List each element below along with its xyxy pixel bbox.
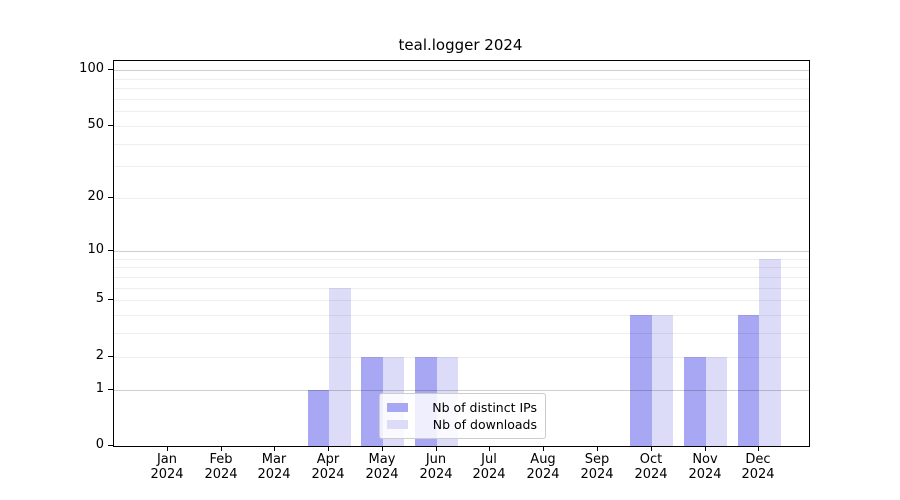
- x-tick: [651, 446, 652, 451]
- gridline-minor: [114, 356, 809, 358]
- x-tick-label: Jun 2024: [419, 452, 453, 482]
- gridline-minor: [114, 166, 809, 168]
- x-tick: [274, 446, 275, 451]
- plot-area: Nb of distinct IPs Nb of downloads: [113, 60, 810, 447]
- bar-nb-of-distinct-ips-oct: [630, 314, 652, 446]
- legend-swatch-downloads: [387, 420, 408, 429]
- y-tick-label: 100: [79, 61, 104, 77]
- legend-item-distinct-ips: Nb of distinct IPs: [387, 399, 537, 416]
- x-tick-label: May 2024: [365, 452, 399, 482]
- bar-nb-of-downloads-nov: [705, 356, 727, 446]
- y-tick-label: 50: [87, 116, 104, 132]
- bar-nb-of-distinct-ips-nov: [684, 356, 706, 446]
- gridline-minor: [114, 300, 809, 302]
- y-tick: [108, 299, 113, 301]
- gridline-minor: [114, 276, 809, 278]
- bar-nb-of-downloads-apr: [329, 287, 351, 446]
- y-tick: [108, 197, 113, 199]
- x-tick: [328, 446, 329, 451]
- y-tick: [108, 445, 113, 446]
- gridline-minor: [114, 143, 809, 145]
- y-tick-label: 20: [87, 189, 104, 205]
- gridline-major: [114, 389, 809, 391]
- x-tick-label: Mar 2024: [257, 452, 291, 482]
- gridline-minor: [114, 125, 809, 127]
- gridline-major: [114, 70, 809, 72]
- x-tick: [543, 446, 544, 451]
- x-tick-label: Sep 2024: [580, 452, 614, 482]
- y-tick: [108, 124, 113, 126]
- y-tick-label: 0: [95, 437, 104, 452]
- x-tick-label: Jan 2024: [150, 452, 184, 482]
- y-tick-label: 10: [87, 241, 104, 257]
- gridline-minor: [114, 198, 809, 200]
- y-tick-label: 1: [95, 380, 104, 396]
- x-tick: [436, 446, 437, 451]
- x-tick-label: Oct 2024: [634, 452, 668, 482]
- legend-item-downloads: Nb of downloads: [387, 416, 537, 433]
- bar-nb-of-distinct-ips-dec: [737, 314, 760, 446]
- x-tick: [489, 446, 490, 451]
- gridline-minor: [114, 258, 809, 260]
- x-tick-label: Apr 2024: [311, 452, 345, 482]
- gridline-major: [114, 250, 809, 252]
- y-tick: [108, 355, 113, 357]
- x-tick: [167, 446, 168, 451]
- x-tick: [221, 446, 222, 451]
- x-tick: [705, 446, 706, 451]
- chart-title: teal.logger 2024: [398, 36, 523, 54]
- gridline-minor: [114, 314, 809, 316]
- bar-nb-of-distinct-ips-may: [361, 356, 383, 446]
- gridline-minor: [114, 333, 809, 335]
- gridline-minor: [114, 111, 809, 113]
- legend-label-downloads: Nb of downloads: [432, 417, 537, 432]
- x-tick-label: Jul 2024: [472, 452, 506, 482]
- x-tick-label: Dec 2024: [741, 452, 775, 482]
- y-tick-label: 5: [95, 291, 104, 307]
- gridline-minor: [114, 267, 809, 269]
- x-tick: [758, 446, 759, 451]
- x-tick: [597, 446, 598, 451]
- y-tick: [108, 249, 113, 251]
- gridline-minor: [114, 88, 809, 90]
- y-tick-label: 2: [95, 347, 104, 363]
- x-tick-label: Aug 2024: [526, 452, 560, 482]
- legend-label-distinct-ips: Nb of distinct IPs: [432, 400, 537, 415]
- y-tick: [108, 388, 113, 390]
- x-tick: [382, 446, 383, 451]
- gridline-minor: [114, 98, 809, 100]
- x-tick-label: Nov 2024: [688, 452, 722, 482]
- x-tick-label: Feb 2024: [204, 452, 238, 482]
- legend-swatch-distinct-ips: [387, 403, 408, 412]
- bar-nb-of-downloads-oct: [651, 314, 674, 446]
- gridline-minor: [114, 78, 809, 80]
- legend: Nb of distinct IPs Nb of downloads: [379, 393, 546, 439]
- y-tick: [108, 69, 113, 71]
- bar-nb-of-downloads-dec: [759, 258, 781, 446]
- bar-nb-of-distinct-ips-apr: [307, 389, 330, 446]
- gridline-minor: [114, 287, 809, 289]
